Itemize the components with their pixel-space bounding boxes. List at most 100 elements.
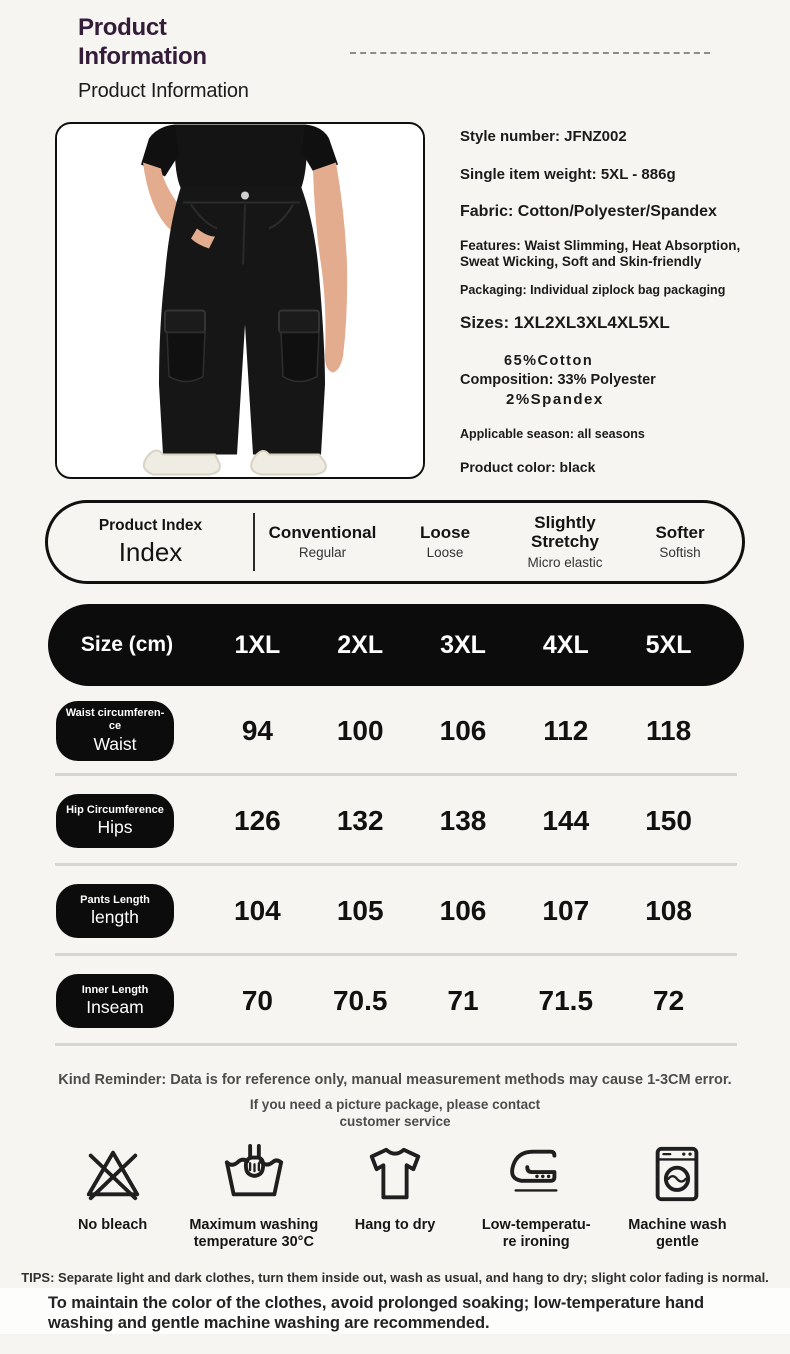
care-label: Low-temperatu- <box>481 1217 591 1233</box>
row-divider <box>55 863 737 866</box>
composition-polyester: Composition: 33% Polyester <box>460 371 656 388</box>
care-instructions: No bleach Maximum washing temperature 30… <box>42 1143 748 1252</box>
cell-value: 70 <box>241 985 273 1016</box>
table-row-inseam: Inner Length Inseam 70 70.5 71 71.5 72 <box>48 956 744 1046</box>
row-pill-label: Waist <box>93 733 137 754</box>
index-col-top: Softer <box>655 522 705 542</box>
cell-value: 138 <box>439 805 487 836</box>
cell-value: 104 <box>234 895 281 926</box>
index-col-bottom: Loose <box>426 545 464 561</box>
cell-value: 118 <box>646 715 692 746</box>
cell-value: 106 <box>439 715 487 746</box>
cell-value: 94 <box>241 715 273 746</box>
size-col-5xl: 5XL <box>645 630 692 659</box>
cell-value: 144 <box>542 805 590 836</box>
index-divider <box>253 513 255 571</box>
maintenance-tip: To maintain the color of the clothes, av… <box>48 1294 705 1333</box>
row-pill-small: Waist circumferen- <box>65 707 165 720</box>
index-header-small: Product Index <box>98 516 203 534</box>
index-col-bottom: Regular <box>298 545 347 561</box>
reminder-line1: Kind Reminder: Data is for reference onl… <box>58 1072 732 1088</box>
row-pill-inseam: Inner Length Inseam <box>56 974 174 1028</box>
care-item-hang-dry: Hang to dry <box>324 1143 465 1252</box>
reminder-line2: If you need a picture package, please co… <box>249 1097 541 1112</box>
row-pill-label: length <box>91 907 139 928</box>
row-divider <box>55 1043 737 1046</box>
cell-value: 71 <box>447 985 479 1016</box>
pants-product-image <box>57 124 423 477</box>
cell-value: 126 <box>234 805 281 836</box>
row-pill-small: Pants Length <box>80 893 150 906</box>
cell-value: 72 <box>653 985 685 1016</box>
index-col-top: Loose <box>419 522 471 542</box>
row-pill-waist: Waist circumferen- ce Waist <box>56 701 174 761</box>
cell-value: 71.5 <box>538 985 594 1016</box>
fabric: Fabric: Cotton/Polyester/Spandex <box>460 203 717 220</box>
page-title: Product Information <box>78 14 207 70</box>
hand-wash-30-icon <box>224 1143 283 1197</box>
cell-value: 106 <box>439 895 487 926</box>
index-header-cell: Product Index Index <box>48 517 253 568</box>
composition-spandex: 2%Spandex <box>506 390 604 408</box>
kind-reminder: Kind Reminder: Data is for reference onl… <box>0 1072 790 1129</box>
reminder-line3: customer service <box>339 1113 451 1129</box>
care-label: temperature 30°C <box>193 1234 314 1251</box>
index-col-conventional: Conventional Regular <box>255 522 390 561</box>
cell-value: 150 <box>645 805 692 836</box>
index-col-stretch: Slightly Stretchy Micro elastic <box>500 513 630 570</box>
care-label: Hang to dry <box>354 1217 436 1233</box>
row-pill-hips: Hip Circumference Hips <box>56 794 174 848</box>
hang-to-dry-icon <box>369 1147 421 1200</box>
product-photo <box>55 122 425 479</box>
style-number: Style number: JFNZ002 <box>460 128 627 145</box>
table-row-hips: Hip Circumference Hips 126 132 138 144 1… <box>48 776 744 866</box>
row-pill-small: Inner Length <box>81 983 149 996</box>
size-table: Waist circumferen- ce Waist 94 100 106 1… <box>48 686 744 1046</box>
cell-value: 100 <box>336 715 384 746</box>
care-item-hand-wash-30: Maximum washing temperature 30°C <box>183 1143 324 1252</box>
care-label: re ironing <box>502 1234 570 1251</box>
row-pill-small: Hip Circumference <box>66 803 164 816</box>
size-col-4xl: 4XL <box>542 630 589 659</box>
sizes: Sizes: 1XL2XL3XL4XL5XL <box>460 312 670 332</box>
dashed-divider <box>350 52 710 54</box>
tips-line: TIPS: Separate light and dark clothes, t… <box>21 1270 769 1285</box>
size-col-1xl: 1XL <box>234 630 281 659</box>
row-pill-label: Inseam <box>86 997 144 1018</box>
product-details: Style number: JFNZ002 Single item weight… <box>460 125 780 475</box>
bottom-band <box>0 1288 790 1334</box>
size-col-3xl: 3XL <box>440 630 486 659</box>
index-col-loose: Loose Loose <box>390 522 500 561</box>
cell-value: 108 <box>645 895 692 926</box>
row-divider <box>55 773 737 776</box>
row-divider <box>55 953 737 956</box>
care-item-machine-wash: Machine wash gentle <box>607 1143 748 1252</box>
care-label: No bleach <box>77 1217 148 1233</box>
product-color: Product color: black <box>460 458 596 475</box>
care-label: Maximum washing <box>189 1217 319 1233</box>
cell-value: 105 <box>336 895 384 926</box>
index-header-big: Index <box>118 536 183 567</box>
size-col-2xl: 2XL <box>337 630 384 659</box>
table-row-waist: Waist circumferen- ce Waist 94 100 106 1… <box>48 686 744 776</box>
applicable-season: Applicable season: all seasons <box>460 426 645 441</box>
index-col-bottom: Micro elastic <box>527 554 603 570</box>
cell-value: 107 <box>542 895 590 926</box>
cell-value: 70.5 <box>332 985 388 1016</box>
cell-value: 132 <box>336 805 384 836</box>
page-subtitle: Product Information <box>78 80 249 102</box>
cell-value: 112 <box>543 715 589 746</box>
features: Features: Waist Slimming, Heat Absorptio… <box>460 238 741 269</box>
washing-machine-icon <box>656 1146 699 1202</box>
care-label: Machine wash gentle <box>628 1217 727 1251</box>
index-col-softness: Softer Softish <box>630 522 730 561</box>
row-pill-length: Pants Length length <box>56 884 174 938</box>
care-item-no-bleach: No bleach <box>42 1143 183 1252</box>
composition-cotton: 65%Cotton <box>504 352 594 369</box>
index-col-top: Conventional <box>268 522 377 542</box>
care-item-low-temp-iron: Low-temperatu- re ironing <box>466 1143 607 1252</box>
row-pill-small: ce <box>108 720 122 732</box>
no-bleach-icon <box>86 1150 139 1201</box>
item-weight: Single item weight: 5XL - 886g <box>460 166 676 183</box>
index-col-bottom: Softish <box>659 545 701 561</box>
